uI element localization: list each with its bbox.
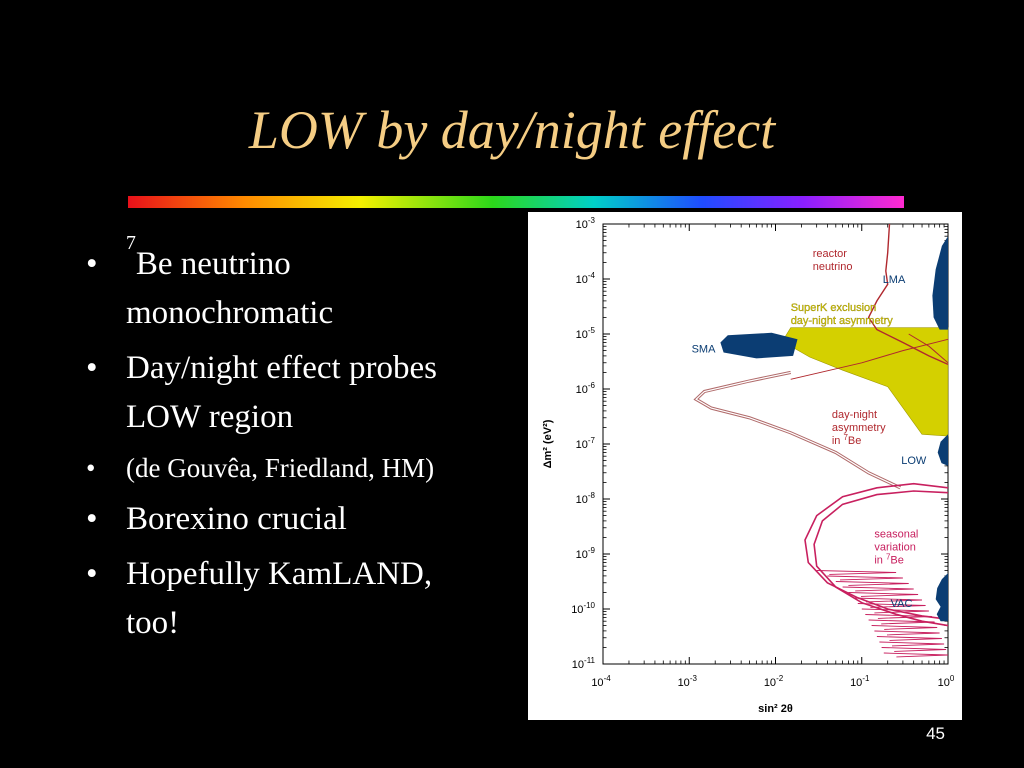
vac-region	[935, 573, 948, 622]
seasonal-oscillation	[868, 619, 935, 625]
low-region	[937, 434, 948, 466]
reactor-crossing-line	[790, 338, 949, 380]
bullet-text: Hopefully KamLAND, too!	[126, 556, 433, 641]
y-tick-label: 10-6	[576, 381, 596, 396]
reactor-neutrino-curve	[867, 223, 949, 366]
seasonal-oscillation	[816, 570, 897, 575]
lma-region	[932, 236, 948, 330]
seasonal-oscillation	[883, 652, 949, 658]
y-tick-exponent: -11	[584, 656, 596, 665]
y-tick-exponent: -3	[588, 216, 596, 225]
bullet-dot-icon: •	[86, 453, 96, 483]
oscillation-plot: 10-3 10-4 10-5 10-6 10-7 10-8 10-9 10-10 10-11 10…	[528, 212, 962, 720]
x-tick-label: 10-2	[764, 674, 784, 689]
annotation-superscript: 7	[886, 552, 891, 561]
y-tick-exponent: -5	[588, 326, 596, 335]
y-tick-label: 10-7	[576, 436, 596, 451]
rainbow-divider	[128, 196, 904, 208]
x-tick-exponent: -4	[604, 674, 612, 683]
y-tick-exponent: -7	[588, 436, 596, 445]
bullet-superscript: 7	[126, 231, 136, 254]
y-tick-label: 10-11	[572, 656, 596, 671]
seasonal-oscillation	[835, 581, 909, 586]
bullet-item: • Hopefully KamLAND, too!	[86, 550, 466, 648]
bullet-list: • 7Be neutrino monochromatic • Day/night…	[86, 233, 466, 654]
y-tick-exponent: -8	[588, 491, 596, 500]
region-label-lma: LMA	[883, 274, 906, 286]
annotation-superscript: 7	[843, 433, 848, 442]
seasonal-oscillation	[853, 597, 923, 603]
slide-title: LOW by day/night effect	[248, 100, 776, 160]
x-tick-exponent: -2	[776, 674, 784, 683]
seasonal-oscillation	[842, 586, 914, 592]
annotation-text: Be	[848, 435, 861, 447]
bullet-dot-icon: •	[86, 501, 98, 537]
seasonal-oscillation	[879, 641, 945, 647]
seasonal-oscillation	[827, 575, 903, 581]
seasonal-oscillation	[876, 636, 942, 641]
sma-region	[720, 332, 798, 359]
annotation-label: asymmetry	[832, 422, 886, 434]
annotation-label: seasonal	[874, 528, 918, 540]
seasonal-oscillation	[865, 614, 932, 619]
bullet-dot-icon: •	[86, 556, 98, 592]
bullet-text: Be neutrino monochromatic	[126, 246, 334, 331]
day-night-curve-inner	[695, 371, 901, 489]
x-tick-label: 100	[938, 674, 955, 689]
annotation-label: variation	[874, 541, 916, 553]
bullet-item: • Borexino crucial	[86, 495, 466, 544]
x-axis-label: sin² 2θ	[758, 703, 793, 715]
x-tick-label: 10-4	[591, 674, 611, 689]
annotation-label: reactor	[813, 248, 848, 260]
bullet-item: • (de Gouvêa, Friedland, HM)	[86, 448, 466, 489]
annotation-label: SuperK exclusion	[791, 302, 877, 314]
seasonal-oscillation	[861, 608, 929, 614]
x-tick-label: 10-3	[678, 674, 698, 689]
x-tick-exponent: 0	[950, 674, 955, 683]
region-label-sma: SMA	[692, 343, 717, 355]
y-tick-exponent: -10	[583, 601, 595, 610]
bullet-text: Borexino crucial	[126, 501, 347, 537]
x-tick-exponent: -1	[862, 674, 870, 683]
y-tick-label: 10-5	[576, 326, 596, 341]
seasonal-oscillation	[871, 625, 938, 630]
annotation-label: day-night asymmetry	[791, 315, 894, 327]
annotation-label: in 7Be	[832, 433, 862, 447]
slide-number: 45	[926, 724, 945, 743]
region-label-low: LOW	[901, 455, 927, 467]
y-tick-label: 10-3	[576, 216, 596, 231]
reactor-crossing-line-2	[908, 333, 949, 364]
region-label-vac: VAC	[891, 598, 913, 610]
seasonal-oscillation	[848, 592, 919, 597]
y-tick-exponent: -9	[588, 546, 596, 555]
y-tick-label: 10-4	[576, 271, 596, 286]
seasonal-oscillation	[874, 630, 940, 636]
bullet-text: (de Gouvêa, Friedland, HM)	[126, 453, 435, 483]
bullet-dot-icon: •	[86, 350, 98, 386]
annotation-label: in 7Be	[874, 552, 904, 566]
bullet-item: • 7Be neutrino monochromatic	[86, 233, 466, 338]
oscillation-plot-svg: 10-310-410-510-610-710-810-910-1010-1110…	[542, 216, 955, 715]
y-tick-label: 10-8	[576, 491, 596, 506]
bullet-text: Day/night effect probes LOW region	[126, 350, 437, 435]
y-tick-label: 10-9	[576, 546, 596, 561]
y-tick-label: 10-10	[571, 601, 595, 616]
annotation-text: Be	[890, 554, 903, 566]
y-axis-label: Δm² (eV²)	[542, 419, 554, 468]
x-tick-exponent: -3	[690, 674, 698, 683]
annotation-label: day-night	[832, 409, 877, 421]
seasonal-oscillation	[881, 647, 947, 652]
bullet-dot-icon: •	[86, 246, 98, 282]
seasonal-oscillation	[857, 603, 926, 608]
bullet-item: • Day/night effect probes LOW region	[86, 344, 466, 442]
y-tick-exponent: -4	[588, 271, 596, 280]
annotation-label: neutrino	[813, 261, 853, 273]
y-tick-exponent: -6	[588, 381, 596, 390]
x-tick-label: 10-1	[850, 674, 870, 689]
